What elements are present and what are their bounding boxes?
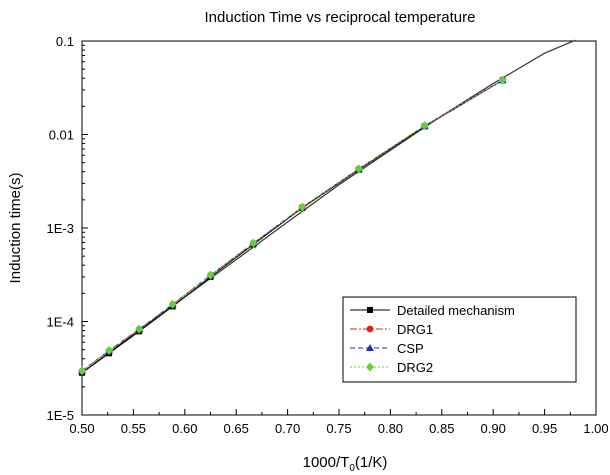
data-point	[105, 345, 114, 355]
x-axis-title-main: 1000/T	[303, 454, 350, 471]
x-tick-label: 0.50	[69, 421, 94, 436]
legend-marker	[366, 325, 374, 333]
y-tick-label: 0.1	[56, 34, 74, 49]
data-point	[498, 75, 507, 85]
detailed-mechanism-curve	[81, 39, 576, 374]
y-axis: 1E-5 1E-4 1E-3 0.01 0.1	[47, 34, 88, 423]
x-axis-title-unit: (1/K)	[355, 454, 388, 471]
y-tick-label: 1E-3	[47, 221, 74, 236]
data-point	[420, 121, 429, 131]
x-tick-label: 1.00	[583, 421, 608, 436]
series-drg2	[78, 75, 507, 376]
x-tick-label: 0.95	[532, 421, 557, 436]
chart-title: Induction Time vs reciprocal temperature	[205, 9, 476, 26]
x-axis-title-subscript: 0	[349, 463, 355, 474]
x-tick-label: 0.85	[429, 421, 454, 436]
legend-label: Detailed mechanism	[397, 303, 515, 318]
series-line	[81, 79, 503, 374]
data-point	[354, 164, 363, 174]
y-axis-title: Induction time(s)	[7, 173, 24, 284]
data-point	[135, 324, 144, 334]
data-point	[206, 270, 215, 280]
legend-label: CSP	[397, 341, 424, 356]
x-axis: 0.50 0.55 0.60 0.65 0.70 0.75 0.80 0.85 0.90 0.95…	[69, 409, 609, 436]
y-tick-label: 1E-5	[47, 408, 74, 423]
series-group	[78, 39, 576, 376]
legend: Detailed mechanism DRG1 CSP DRG2	[342, 296, 577, 383]
y-tick-label: 1E-4	[47, 315, 74, 330]
x-tick-label: 0.60	[172, 421, 197, 436]
x-tick-label: 0.90	[481, 421, 506, 436]
data-point	[78, 366, 86, 376]
x-tick-label: 0.65	[224, 421, 249, 436]
x-tick-label: 0.75	[326, 421, 351, 436]
series-line	[81, 79, 503, 372]
legend-marker	[366, 362, 374, 372]
data-point	[298, 202, 307, 212]
x-tick-label: 0.70	[275, 421, 300, 436]
y-tick-label: 0.01	[49, 128, 74, 143]
legend-frame	[342, 296, 577, 383]
legend-marker	[366, 344, 374, 351]
x-tick-label: 0.55	[121, 421, 146, 436]
data-point	[249, 238, 258, 248]
data-point	[168, 299, 177, 309]
x-axis-title: 1000/T0(1/K)	[303, 454, 388, 474]
x-tick-label: 0.80	[378, 421, 403, 436]
legend-label: DRG1	[397, 322, 433, 337]
legend-label: DRG2	[397, 360, 433, 375]
legend-marker	[367, 307, 373, 313]
